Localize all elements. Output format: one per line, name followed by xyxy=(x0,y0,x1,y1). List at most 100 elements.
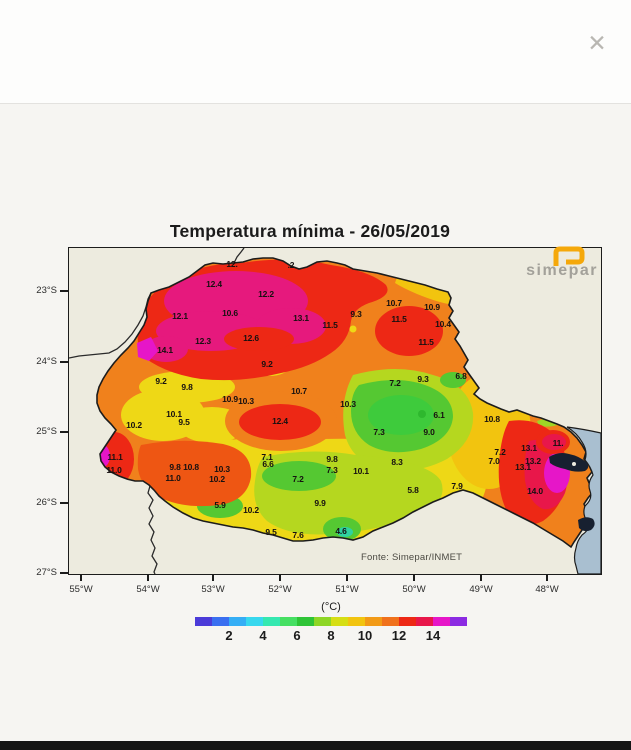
lat-tick-label: 24°S xyxy=(36,356,57,367)
paranagua-bay xyxy=(549,453,589,472)
colorbar-segment xyxy=(263,617,280,626)
station-value-label: 10.9 xyxy=(424,302,440,312)
station-value-label: 6.1 xyxy=(433,410,445,420)
station-value-label: 10.7 xyxy=(386,298,402,308)
lat-tick-label: 23°S xyxy=(36,285,57,296)
station-value-label: 9.2 xyxy=(261,359,273,369)
state-outline xyxy=(96,257,594,549)
lat-tick-label: 26°S xyxy=(36,497,57,508)
station-value-label: 10.3 xyxy=(214,464,230,474)
station-value-label: 10.1 xyxy=(353,466,369,476)
parana-contour-map xyxy=(69,248,601,574)
station-value-label: 9.3 xyxy=(417,374,429,384)
station-value-label: 10.6 xyxy=(222,308,238,318)
station-value-label: 11.5 xyxy=(418,337,434,347)
lat-tick-label: 27°S xyxy=(36,567,57,578)
source-note: Fonte: Simepar/INMET xyxy=(361,552,463,563)
colorbar-segment xyxy=(382,617,399,626)
station-value-label: 7.1 xyxy=(261,452,273,462)
lon-tick-mark xyxy=(480,574,482,581)
lat-tick-mark xyxy=(60,290,68,292)
station-value-label: 9.0 xyxy=(423,427,435,437)
map-title: Temperatura mínima - 26/05/2019 xyxy=(169,221,451,241)
station-value-label: 9.8 xyxy=(181,382,193,392)
station-value-label: 11. xyxy=(552,438,564,448)
station-value-label: 10.8 xyxy=(183,462,199,472)
station-value-label: 10.8 xyxy=(484,414,500,424)
station-value-label: 9.2 xyxy=(155,376,167,386)
colorbar-segment xyxy=(416,617,433,626)
station-value-label: 10.1 xyxy=(166,409,182,419)
lat-tick-mark xyxy=(60,361,68,363)
station-value-label: 11.1 xyxy=(107,452,123,462)
colorbar-segment xyxy=(433,617,450,626)
lon-tick-mark xyxy=(279,574,281,581)
station-value-label: 9.8 xyxy=(326,454,338,464)
station-value-label: 14.0 xyxy=(527,486,543,496)
colorbar-segment xyxy=(195,617,212,626)
station-value-label: 10.7 xyxy=(291,386,307,396)
colorbar-segment xyxy=(297,617,314,626)
station-value-label: 12.6 xyxy=(243,333,259,343)
bottom-bar xyxy=(0,741,631,750)
lon-tick-mark xyxy=(212,574,214,581)
colorbar-segment xyxy=(246,617,263,626)
station-value-label: 6.8 xyxy=(455,371,467,381)
lon-tick-label: 52°W xyxy=(268,584,292,595)
station-value-label: 14.1 xyxy=(157,345,173,355)
lon-tick-label: 54°W xyxy=(136,584,160,595)
lon-tick-mark xyxy=(147,574,149,581)
station-value-label: 9.8 xyxy=(169,462,181,472)
colorbar xyxy=(195,617,467,626)
ocean xyxy=(566,426,601,574)
temperature-map: 12.4 12.2 12. .2 12.1 10.6 13.1 9.3 11.5 12.3 12.6… xyxy=(68,247,602,575)
colorbar-tick-label: 14 xyxy=(425,628,441,643)
station-value-label: 12.1 xyxy=(172,311,188,321)
close-icon[interactable]: ✕ xyxy=(587,30,607,56)
simepar-logo: simepar xyxy=(486,246,602,286)
station-value-label: 11.0 xyxy=(106,465,122,475)
lon-tick-mark xyxy=(413,574,415,581)
station-value-label: 7.3 xyxy=(373,427,385,437)
colorbar-segment xyxy=(314,617,331,626)
station-value-label: 5.8 xyxy=(407,485,419,495)
station-value-label: 9.3 xyxy=(350,309,362,319)
colorbar-tick-label: 6 xyxy=(293,628,301,643)
station-value-label: 11.0 xyxy=(165,473,181,483)
colorbar-segment xyxy=(280,617,297,626)
station-labels-layer: 12.4 12.2 12. .2 12.1 10.6 13.1 9.3 11.5 12.3 12.6… xyxy=(69,248,601,574)
station-value-label: 12.2 xyxy=(258,289,274,299)
lat-tick-label: 25°S xyxy=(36,426,57,437)
lat-tick-mark xyxy=(60,431,68,433)
station-value-label: 7.0 xyxy=(488,456,500,466)
lon-tick-label: 50°W xyxy=(402,584,426,595)
lon-tick-label: 51°W xyxy=(335,584,359,595)
station-value-label: 10.3 xyxy=(340,399,356,409)
lon-tick-mark xyxy=(80,574,82,581)
station-value-label: 7.6 xyxy=(292,530,304,540)
lon-tick-label: 53°W xyxy=(201,584,225,595)
guaratuba-bay xyxy=(578,517,595,532)
colorbar-tick-label: 10 xyxy=(357,628,373,643)
lon-tick-mark xyxy=(346,574,348,581)
station-value-label: 7.3 xyxy=(326,465,338,475)
colorbar-tick-label: 12 xyxy=(391,628,407,643)
station-value-label: 11.5 xyxy=(322,320,338,330)
neighbor-border-north xyxy=(233,248,245,264)
station-value-label: 6.6 xyxy=(262,459,274,469)
lon-tick-label: 48°W xyxy=(535,584,559,595)
station-value-label: 4.6 xyxy=(335,526,347,536)
colorbar-tick-label: 2 xyxy=(225,628,233,643)
station-value-label: 12.4 xyxy=(206,279,222,289)
colorbar-segment xyxy=(212,617,229,626)
station-value-label: 7.2 xyxy=(292,474,304,484)
station-value-label: 7.2 xyxy=(389,378,401,388)
station-value-label: 10.2 xyxy=(209,474,225,484)
station-value-label: 10.4 xyxy=(435,319,451,329)
station-value-label: 7.9 xyxy=(451,481,463,491)
colorbar-unit-label: (°C) xyxy=(321,601,341,613)
lon-tick-mark xyxy=(546,574,548,581)
colorbar-segment xyxy=(450,617,467,626)
neighbor-border-south xyxy=(147,485,158,574)
station-value-label: 13.1 xyxy=(515,462,531,472)
